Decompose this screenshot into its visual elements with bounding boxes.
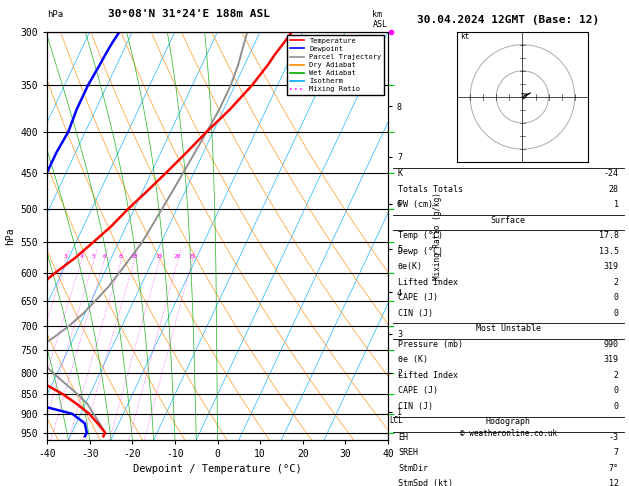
Text: CAPE (J): CAPE (J) [398,293,438,302]
Text: 7°: 7° [609,464,619,473]
Text: © weatheronline.co.uk: © weatheronline.co.uk [460,429,557,438]
Text: 990: 990 [604,340,619,349]
Text: -3: -3 [609,433,619,442]
Text: 5: 5 [92,254,96,259]
Text: θe (K): θe (K) [398,355,428,364]
Legend: Temperature, Dewpoint, Parcel Trajectory, Dry Adiabat, Wet Adiabat, Isotherm, Mi: Temperature, Dewpoint, Parcel Trajectory… [287,35,384,95]
Text: Dewp (°C): Dewp (°C) [398,247,443,256]
Text: Surface: Surface [491,216,526,225]
Text: 319: 319 [604,262,619,271]
Text: StmDir: StmDir [398,464,428,473]
Text: CIN (J): CIN (J) [398,309,433,318]
Text: 319: 319 [604,355,619,364]
Text: 0: 0 [614,386,619,395]
Text: Lifted Index: Lifted Index [398,371,458,380]
Text: 0: 0 [614,402,619,411]
Text: θe(K): θe(K) [398,262,423,271]
Text: -24: -24 [604,169,619,178]
Text: EH: EH [398,433,408,442]
X-axis label: Dewpoint / Temperature (°C): Dewpoint / Temperature (°C) [133,465,302,474]
Text: 28: 28 [609,185,619,194]
Text: 3: 3 [64,254,67,259]
Text: K: K [398,169,403,178]
Text: 25: 25 [189,254,196,259]
Text: hPa: hPa [47,10,64,19]
Text: 1: 1 [614,200,619,209]
Text: Hodograph: Hodograph [486,417,531,426]
Text: StmSpd (kt): StmSpd (kt) [398,479,453,486]
Text: 2: 2 [614,371,619,380]
Text: 15: 15 [155,254,163,259]
Text: 13.5: 13.5 [599,247,619,256]
Text: Lifted Index: Lifted Index [398,278,458,287]
Text: 10: 10 [131,254,138,259]
Text: PW (cm): PW (cm) [398,200,433,209]
Text: 30.04.2024 12GMT (Base: 12): 30.04.2024 12GMT (Base: 12) [417,16,599,25]
Text: km: km [372,10,382,19]
Text: SREH: SREH [398,449,418,457]
Text: 8: 8 [119,254,123,259]
Y-axis label: hPa: hPa [5,227,15,244]
Text: LCL: LCL [389,416,403,425]
Text: 7: 7 [614,449,619,457]
Text: ASL: ASL [372,20,387,29]
Text: Temp (°C): Temp (°C) [398,231,443,240]
Text: CAPE (J): CAPE (J) [398,386,438,395]
Text: 2: 2 [614,278,619,287]
Text: Totals Totals: Totals Totals [398,185,463,194]
Text: 0: 0 [614,309,619,318]
Text: CIN (J): CIN (J) [398,402,433,411]
Y-axis label: Mixing Ratio (g/kg): Mixing Ratio (g/kg) [433,192,442,279]
Text: 6: 6 [103,254,106,259]
Text: 20: 20 [174,254,181,259]
Text: 0: 0 [614,293,619,302]
Text: Pressure (mb): Pressure (mb) [398,340,463,349]
Text: 12: 12 [609,479,619,486]
Text: 17.8: 17.8 [599,231,619,240]
Text: 4: 4 [79,254,83,259]
Text: Most Unstable: Most Unstable [476,324,541,333]
Text: 30°08'N 31°24'E 188m ASL: 30°08'N 31°24'E 188m ASL [108,9,270,19]
